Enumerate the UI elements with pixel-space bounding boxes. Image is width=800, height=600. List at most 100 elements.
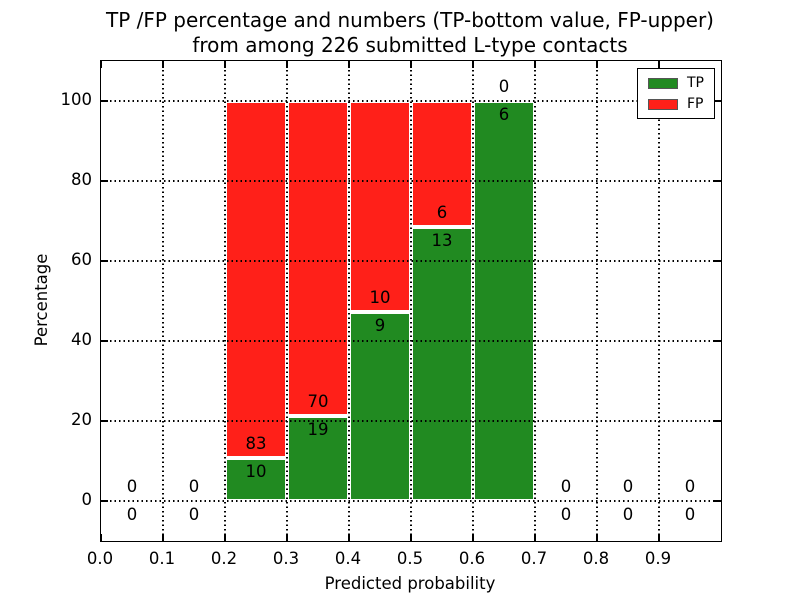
bar-segment-tp (473, 101, 535, 501)
bar-count-label-tp: 10 (245, 462, 267, 481)
bar-count-label-tp: 0 (622, 505, 634, 524)
y-tick-label: 40 (71, 330, 92, 349)
bar-count-label-fp: 83 (245, 434, 267, 453)
bar-count-label-fp: 10 (369, 287, 391, 307)
legend-swatch-tp (648, 77, 678, 89)
x-axis-tick (472, 534, 474, 541)
x-axis-tick-top (286, 61, 288, 68)
bar-count-label-fp: 0 (188, 477, 200, 496)
x-axis-tick-top (472, 61, 474, 68)
bar-segment-fp (411, 101, 473, 228)
bar-segment-tp (225, 458, 287, 501)
x-axis-tick (658, 534, 660, 541)
x-axis-tick (348, 534, 350, 541)
x-axis-tick-top (224, 61, 226, 68)
legend-item-fp: FP (648, 97, 704, 111)
x-axis-tick (596, 534, 598, 541)
chart-title: TP /FP percentage and numbers (TP-bottom… (100, 8, 720, 58)
bar-count-label-tp: 0 (684, 505, 696, 524)
chart-title-line2: from among 226 submitted L-type contacts (192, 33, 628, 57)
bar-segment-fp (287, 101, 349, 416)
y-axis-tick-right (714, 180, 721, 182)
x-axis-tick (100, 534, 102, 541)
y-tick-label: 20 (71, 410, 92, 429)
bar-segment-tp (287, 415, 349, 501)
x-tick-label: 0.5 (396, 549, 424, 568)
x-axis-tick-top (534, 61, 536, 68)
x-axis-tick (286, 534, 288, 541)
bar-count-label-fp: 0 (126, 477, 138, 496)
x-axis-tick-top (100, 61, 102, 68)
x-tick-label: 0.9 (644, 549, 672, 568)
y-axis-tick (101, 180, 108, 182)
bar-count-label-fp: 6 (436, 203, 448, 223)
y-axis-tick-right (714, 500, 721, 502)
x-axis-tick-top (410, 61, 412, 68)
gridline-vertical (224, 61, 226, 541)
x-tick-label: 0.8 (582, 549, 610, 568)
gridline-vertical (162, 61, 164, 541)
x-tick-label: 0.7 (520, 549, 548, 568)
gridline-vertical (596, 61, 598, 541)
x-axis-tick (534, 534, 536, 541)
gridline-vertical (534, 61, 536, 541)
bar-count-label-fp: 70 (307, 391, 329, 411)
bar-count-label-fp: 0 (684, 477, 696, 496)
y-tick-label: 80 (71, 170, 92, 189)
gridline-vertical (348, 61, 350, 541)
bar-count-label-tp: 9 (374, 315, 386, 335)
x-axis-tick (224, 534, 226, 541)
x-tick-label: 0.1 (148, 549, 176, 568)
bar-count-label-tp: 0 (126, 505, 138, 524)
chart-title-line1: TP /FP percentage and numbers (TP-bottom… (106, 8, 714, 32)
x-tick-label: 0.3 (272, 549, 300, 568)
y-axis-tick (101, 500, 108, 502)
y-tick-label: 0 (81, 490, 93, 509)
bar-count-label-tp: 6 (498, 105, 510, 124)
legend: TP FP (637, 68, 715, 119)
x-tick-label: 0.0 (86, 549, 114, 568)
bar-count-label-fp: 0 (560, 477, 572, 496)
bar-count-label-tp: 0 (560, 505, 572, 524)
bar-segment-fp (225, 101, 287, 458)
x-axis-tick-top (162, 61, 164, 68)
bar-count-label-fp: 0 (498, 77, 510, 96)
legend-swatch-fp (648, 98, 678, 110)
x-axis-label: Predicted probability (324, 574, 496, 593)
legend-label-tp: TP (687, 75, 704, 91)
y-axis-tick (101, 420, 108, 422)
x-tick-label: 0.2 (210, 549, 238, 568)
y-axis-label: Percentage (32, 253, 51, 347)
y-axis-tick-right (714, 420, 721, 422)
bar-count-label-tp: 0 (188, 505, 200, 524)
y-tick-label: 100 (60, 90, 93, 109)
gridline-vertical (472, 61, 474, 541)
bar-count-label-tp: 19 (307, 419, 329, 439)
gridline-vertical (410, 61, 412, 541)
plot-area: TP FP 0 0 0 0 83 10 70 19 10 9 6 13 0 6 0 0 0 0 0 0 (100, 60, 722, 542)
y-tick-label: 60 (71, 250, 92, 269)
bar-segment-fp (349, 101, 411, 312)
legend-label-fp: FP (687, 96, 704, 112)
x-axis-tick-top (658, 61, 660, 68)
bar-segment-tp (349, 311, 411, 501)
x-axis-tick (410, 534, 412, 541)
x-axis-tick-top (348, 61, 350, 68)
x-axis-tick-top (596, 61, 598, 68)
legend-item-tp: TP (648, 76, 704, 90)
y-axis-tick-right (714, 340, 721, 342)
y-axis-tick (101, 100, 108, 102)
bar-count-label-fp: 0 (622, 477, 634, 496)
gridline-vertical (658, 61, 660, 541)
x-tick-label: 0.6 (458, 549, 486, 568)
y-axis-tick (101, 260, 108, 262)
x-axis-tick (162, 534, 164, 541)
bar-segment-tp (411, 227, 473, 501)
y-axis-tick (101, 340, 108, 342)
y-axis-tick-right (714, 100, 721, 102)
x-tick-label: 0.4 (334, 549, 362, 568)
y-axis-tick-right (714, 260, 721, 262)
gridline-vertical (286, 61, 288, 541)
bar-count-label-tp: 13 (431, 231, 453, 251)
